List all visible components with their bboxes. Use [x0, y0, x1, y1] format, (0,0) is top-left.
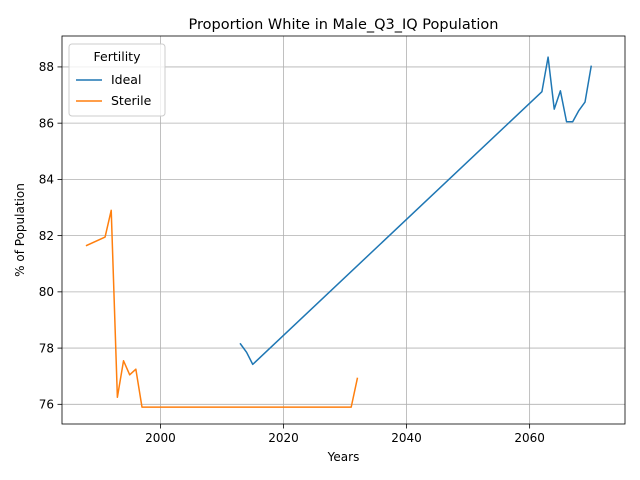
legend-title: Fertility	[94, 49, 142, 64]
x-axis-ticks: 2000 2020 2040 2060	[145, 424, 545, 445]
y-tick-label: 78	[39, 341, 54, 355]
x-axis-label: Years	[327, 450, 360, 464]
y-tick-label: 76	[39, 398, 54, 412]
y-axis-label: % of Population	[13, 183, 27, 277]
series-line-ideal	[239, 56, 593, 366]
series-line-sterile	[85, 209, 359, 408]
x-tick-label: 2020	[268, 431, 299, 445]
y-tick-label: 88	[39, 60, 54, 74]
y-tick-label: 82	[39, 229, 54, 243]
x-tick-label: 2000	[145, 431, 176, 445]
chart-title: Proportion White in Male_Q3_IQ Populatio…	[189, 17, 499, 33]
legend-box	[68, 43, 166, 117]
y-axis-ticks: 76 78 80 82 84 86 88	[39, 60, 62, 412]
x-tick-label: 2040	[391, 431, 422, 445]
legend: Fertility Ideal Sterile	[68, 43, 166, 117]
series-lines	[85, 56, 593, 408]
y-tick-label: 84	[39, 173, 54, 187]
grid-lines	[62, 36, 625, 424]
legend-items: Ideal Sterile	[76, 72, 152, 108]
plot-area-frame	[61, 35, 626, 425]
y-tick-label: 80	[39, 285, 54, 299]
x-tick-label: 2060	[514, 431, 545, 445]
y-tick-label: 86	[39, 116, 54, 130]
legend-label-sterile: Sterile	[111, 93, 152, 108]
legend-label-ideal: Ideal	[111, 72, 141, 87]
